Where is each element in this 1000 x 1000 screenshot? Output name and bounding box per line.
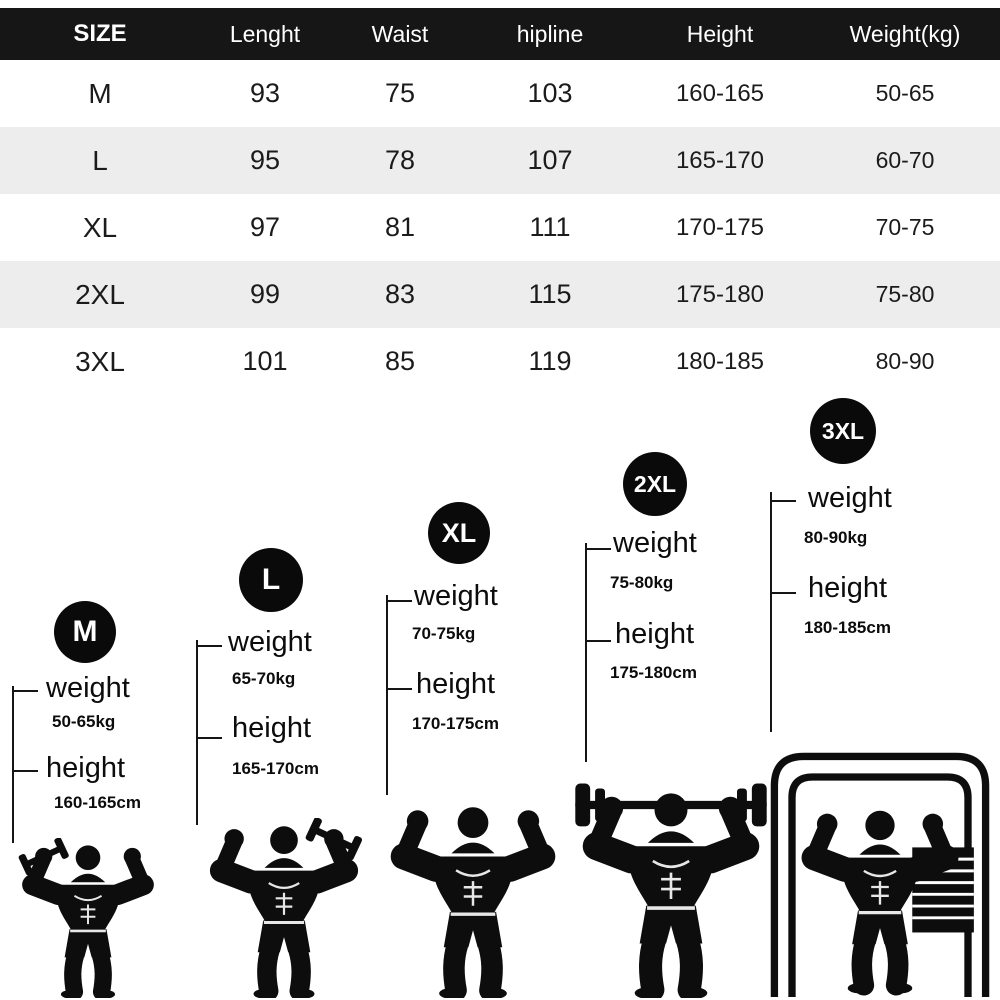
- column-header-length: Lenght: [229, 20, 301, 47]
- table-cell: 80-90: [875, 348, 935, 374]
- table-cell: 160-165: [675, 79, 765, 107]
- height-label: height: [46, 752, 126, 784]
- weight-range: 70-75kg: [412, 624, 476, 643]
- height-range: 170-175cm: [412, 714, 499, 733]
- table-cell: 50-65: [875, 80, 935, 106]
- table-row-l: L 95 78 107 165-170 60-70: [0, 127, 1000, 194]
- table-cell: 95: [249, 145, 281, 175]
- table-cell: 93: [249, 78, 281, 108]
- weight-range: 65-70kg: [232, 669, 296, 688]
- table-cell: 97: [249, 212, 281, 242]
- table-cell: 101: [242, 346, 288, 376]
- height-range: 175-180cm: [610, 663, 697, 682]
- column-header-weight: Weight(kg): [849, 20, 961, 47]
- figure-group-3xl: 3XL weight 80-90kg height 180-185cm: [762, 395, 1000, 1000]
- size-badge-m: M: [54, 601, 116, 663]
- connector-line: [770, 492, 772, 732]
- table-cell: 115: [528, 279, 572, 309]
- size-badge-l: L: [239, 548, 303, 612]
- table-row-3xl: 3XL 101 85 119 180-185 80-90: [0, 328, 1000, 395]
- table-cell: 2XL: [75, 278, 125, 310]
- connector-line: [196, 640, 198, 825]
- weight-label: weight: [414, 580, 498, 612]
- figure-group-l: L weight 65-70kg height 165-170cm: [192, 545, 382, 1000]
- table-cell: XL: [82, 211, 118, 243]
- weight-range: 50-65kg: [52, 712, 116, 731]
- table-cell: 78: [384, 145, 416, 175]
- size-badge-3xl: 3XL: [810, 398, 876, 464]
- height-label: height: [232, 712, 312, 744]
- connector-line: [386, 595, 388, 795]
- connector-tick-weight: [770, 500, 796, 502]
- weight-label: weight: [613, 527, 697, 559]
- column-header-height: Height: [686, 20, 754, 47]
- table-cell: 83: [384, 279, 416, 309]
- height-range: 180-185cm: [804, 618, 891, 637]
- connector-tick-weight: [12, 690, 38, 692]
- connector-tick-height: [12, 770, 38, 772]
- table-cell: 81: [384, 212, 416, 242]
- figure-group-xl: XL weight 70-75kg height 170-175cm: [378, 497, 573, 1000]
- table-cell: 165-170: [675, 146, 765, 174]
- table-row-xl: XL 97 81 111 170-175 70-75: [0, 194, 1000, 261]
- column-header-hipline: hipline: [516, 20, 584, 47]
- bodybuilder-xl-icon: [378, 798, 568, 998]
- height-range: 165-170cm: [232, 759, 319, 778]
- connector-tick-weight: [196, 645, 222, 647]
- table-cell: L: [92, 144, 108, 176]
- weight-label: weight: [228, 626, 312, 658]
- connector-tick-weight: [386, 600, 412, 602]
- height-range: 160-165cm: [54, 793, 141, 812]
- height-label: height: [416, 668, 496, 700]
- figure-group-m: M weight 50-65kg height 160-165cm: [0, 595, 180, 1000]
- height-label: height: [808, 572, 888, 604]
- size-badge-xl: XL: [428, 502, 490, 564]
- connector-line: [12, 686, 14, 843]
- table-cell: 175-180: [675, 280, 765, 308]
- connector-tick-height: [585, 640, 611, 642]
- table-cell: 75: [384, 78, 416, 108]
- table-cell: 111: [529, 212, 571, 242]
- bodybuilder-m-icon: [17, 838, 174, 998]
- bodybuilder-l-icon: [192, 818, 363, 998]
- weight-range: 75-80kg: [610, 573, 674, 592]
- table-row-2xl: 2XL 99 83 115 175-180 75-80: [0, 261, 1000, 328]
- size-table: SIZE Lenght Waist hipline Height Weight(…: [0, 8, 1000, 395]
- figure-group-2xl: 2XL weight 75-80kg height 175-180cm: [572, 447, 772, 1000]
- gym-machine-icon: [770, 752, 990, 997]
- bodybuilder-3xl-icon: [770, 752, 990, 997]
- size-badge-2xl: 2XL: [623, 452, 687, 516]
- table-row-m: M 93 75 103 160-165 50-65: [0, 60, 1000, 127]
- column-header-size: SIZE: [73, 20, 127, 47]
- table-cell: 99: [249, 279, 281, 309]
- table-cell: 3XL: [75, 345, 125, 377]
- weight-label: weight: [808, 482, 892, 514]
- weight-label: weight: [46, 672, 130, 704]
- table-header-row: SIZE Lenght Waist hipline Height Weight(…: [0, 8, 1000, 60]
- table-cell: 75-80: [875, 281, 935, 307]
- weight-range: 80-90kg: [804, 528, 868, 547]
- column-header-waist: Waist: [371, 20, 429, 47]
- height-label: height: [615, 618, 695, 650]
- table-cell: 180-185: [675, 347, 765, 375]
- connector-tick-height: [770, 592, 796, 594]
- table-cell: 85: [384, 346, 416, 376]
- connector-tick-height: [196, 737, 222, 739]
- table-cell: 170-175: [675, 213, 765, 241]
- connector-line: [585, 543, 587, 762]
- table-cell: 119: [528, 346, 572, 376]
- table-cell: 107: [527, 145, 573, 175]
- table-cell: M: [88, 77, 112, 109]
- table-cell: 103: [527, 78, 573, 108]
- table-cell: 60-70: [875, 147, 935, 173]
- connector-tick-weight: [585, 548, 611, 550]
- table-cell: 70-75: [875, 214, 935, 240]
- connector-tick-height: [386, 688, 412, 690]
- bodybuilder-2xl-icon: [575, 758, 767, 998]
